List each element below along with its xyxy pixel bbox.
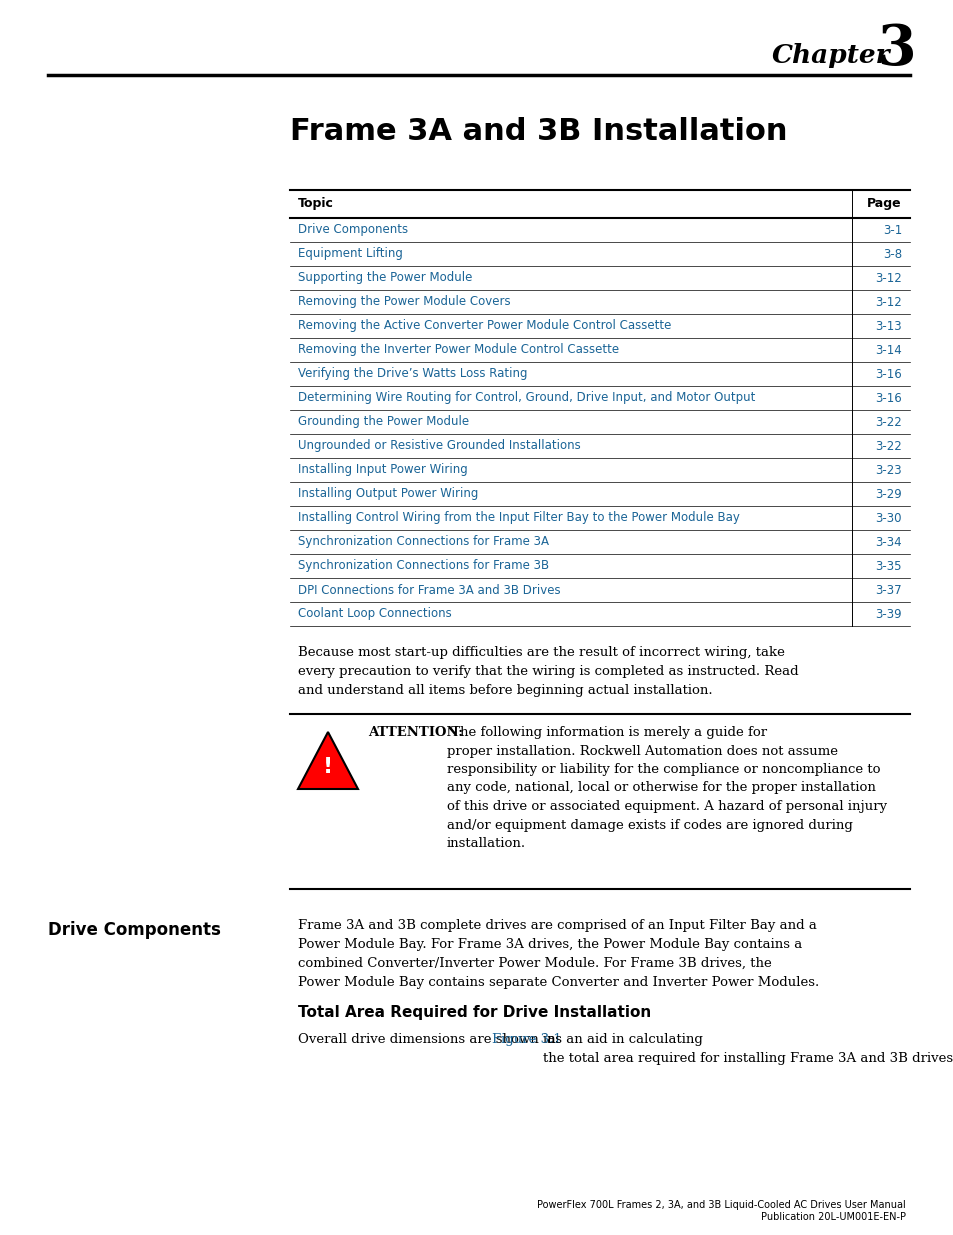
Text: 3-13: 3-13 xyxy=(875,320,901,332)
Text: Publication 20L-UM001E-EN-P: Publication 20L-UM001E-EN-P xyxy=(760,1212,905,1221)
Text: Installing Output Power Wiring: Installing Output Power Wiring xyxy=(297,488,477,500)
Text: Chapter: Chapter xyxy=(771,42,889,68)
Text: Installing Input Power Wiring: Installing Input Power Wiring xyxy=(297,463,467,477)
Text: Supporting the Power Module: Supporting the Power Module xyxy=(297,272,472,284)
Text: 3-1: 3-1 xyxy=(882,224,901,236)
Text: Installing Control Wiring from the Input Filter Bay to the Power Module Bay: Installing Control Wiring from the Input… xyxy=(297,511,740,525)
Text: 3-12: 3-12 xyxy=(874,295,901,309)
Text: Verifying the Drive’s Watts Loss Rating: Verifying the Drive’s Watts Loss Rating xyxy=(297,368,527,380)
Text: Determining Wire Routing for Control, Ground, Drive Input, and Motor Output: Determining Wire Routing for Control, Gr… xyxy=(297,391,755,405)
Text: ATTENTION:: ATTENTION: xyxy=(368,726,462,739)
Text: Coolant Loop Connections: Coolant Loop Connections xyxy=(297,608,452,620)
Text: Frame 3A and 3B complete drives are comprised of an Input Filter Bay and a
Power: Frame 3A and 3B complete drives are comp… xyxy=(297,919,819,989)
Text: Synchronization Connections for Frame 3A: Synchronization Connections for Frame 3A xyxy=(297,536,548,548)
Text: Frame 3A and 3B Installation: Frame 3A and 3B Installation xyxy=(290,117,786,147)
Text: Figure 3.1: Figure 3.1 xyxy=(492,1032,561,1046)
Text: Because most start-up difficulties are the result of incorrect wiring, take
ever: Because most start-up difficulties are t… xyxy=(297,646,798,697)
Text: 3-14: 3-14 xyxy=(874,343,901,357)
Text: 3-12: 3-12 xyxy=(874,272,901,284)
Text: The following information is merely a guide for
proper installation. Rockwell Au: The following information is merely a gu… xyxy=(447,726,886,850)
Text: 3-16: 3-16 xyxy=(874,391,901,405)
Text: 3-8: 3-8 xyxy=(882,247,901,261)
Text: PowerFlex 700L Frames 2, 3A, and 3B Liquid-Cooled AC Drives User Manual: PowerFlex 700L Frames 2, 3A, and 3B Liqu… xyxy=(537,1200,905,1210)
Text: as an aid in calculating
the total area required for installing Frame 3A and 3B : as an aid in calculating the total area … xyxy=(542,1032,953,1065)
Text: Equipment Lifting: Equipment Lifting xyxy=(297,247,402,261)
Text: Removing the Power Module Covers: Removing the Power Module Covers xyxy=(297,295,510,309)
Text: Ungrounded or Resistive Grounded Installations: Ungrounded or Resistive Grounded Install… xyxy=(297,440,580,452)
Text: Total Area Required for Drive Installation: Total Area Required for Drive Installati… xyxy=(297,1005,651,1020)
Text: !: ! xyxy=(323,757,333,777)
Text: 3-39: 3-39 xyxy=(875,608,901,620)
Text: 3-29: 3-29 xyxy=(874,488,901,500)
Text: Page: Page xyxy=(866,198,901,210)
Text: 3-16: 3-16 xyxy=(874,368,901,380)
Text: Removing the Inverter Power Module Control Cassette: Removing the Inverter Power Module Contr… xyxy=(297,343,618,357)
Text: 3-22: 3-22 xyxy=(874,415,901,429)
Text: 3-22: 3-22 xyxy=(874,440,901,452)
Text: Drive Components: Drive Components xyxy=(297,224,408,236)
Text: 3-30: 3-30 xyxy=(875,511,901,525)
Text: 3: 3 xyxy=(876,22,915,78)
Text: Overall drive dimensions are shown in: Overall drive dimensions are shown in xyxy=(297,1032,559,1046)
Text: Removing the Active Converter Power Module Control Cassette: Removing the Active Converter Power Modu… xyxy=(297,320,671,332)
Polygon shape xyxy=(297,732,357,789)
Text: 3-37: 3-37 xyxy=(875,583,901,597)
Text: Grounding the Power Module: Grounding the Power Module xyxy=(297,415,469,429)
Text: Topic: Topic xyxy=(297,198,334,210)
Text: 3-34: 3-34 xyxy=(875,536,901,548)
Text: DPI Connections for Frame 3A and 3B Drives: DPI Connections for Frame 3A and 3B Driv… xyxy=(297,583,560,597)
Text: Synchronization Connections for Frame 3B: Synchronization Connections for Frame 3B xyxy=(297,559,549,573)
Text: Drive Components: Drive Components xyxy=(48,921,221,939)
Text: 3-23: 3-23 xyxy=(875,463,901,477)
Text: 3-35: 3-35 xyxy=(875,559,901,573)
